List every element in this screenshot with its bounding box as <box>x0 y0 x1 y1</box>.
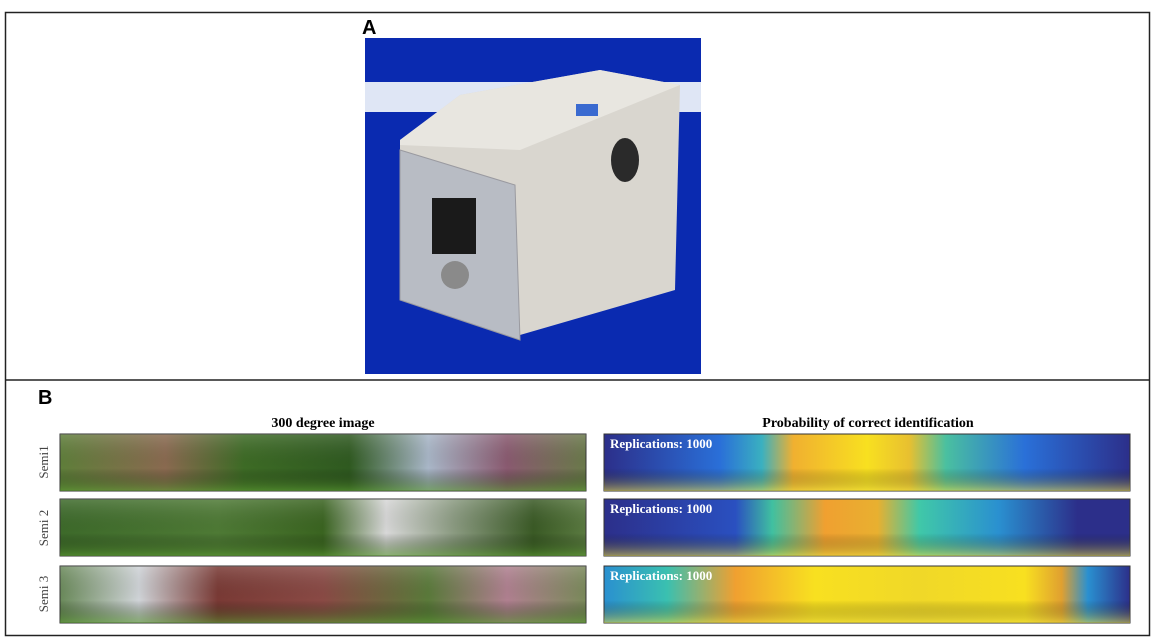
figure: A B 300 degree image Probability of corr… <box>0 0 1155 642</box>
annotation: Replications: 1000 <box>610 501 712 516</box>
device-photo <box>365 38 701 374</box>
row-label: Semi1 <box>36 445 51 478</box>
row: Semi1 Replications: 1000 <box>36 434 1130 491</box>
annotation: Replications: 1000 <box>610 568 712 583</box>
row-label: Semi 3 <box>36 576 51 612</box>
column-title: 300 degree image <box>271 416 374 431</box>
panorama-shade <box>60 566 586 623</box>
panel-label: A <box>362 17 376 39</box>
row: Semi 2 Replications: 1000 <box>36 499 1130 556</box>
panorama-shade <box>60 499 586 556</box>
panel-label: B <box>38 387 52 409</box>
row-label: Semi 2 <box>36 510 51 546</box>
panorama-shade <box>60 434 586 491</box>
row: Semi 3 Replications: 1000 <box>36 566 1130 623</box>
annotation: Replications: 1000 <box>610 436 712 451</box>
column-title: Probability of correct identification <box>762 416 974 431</box>
